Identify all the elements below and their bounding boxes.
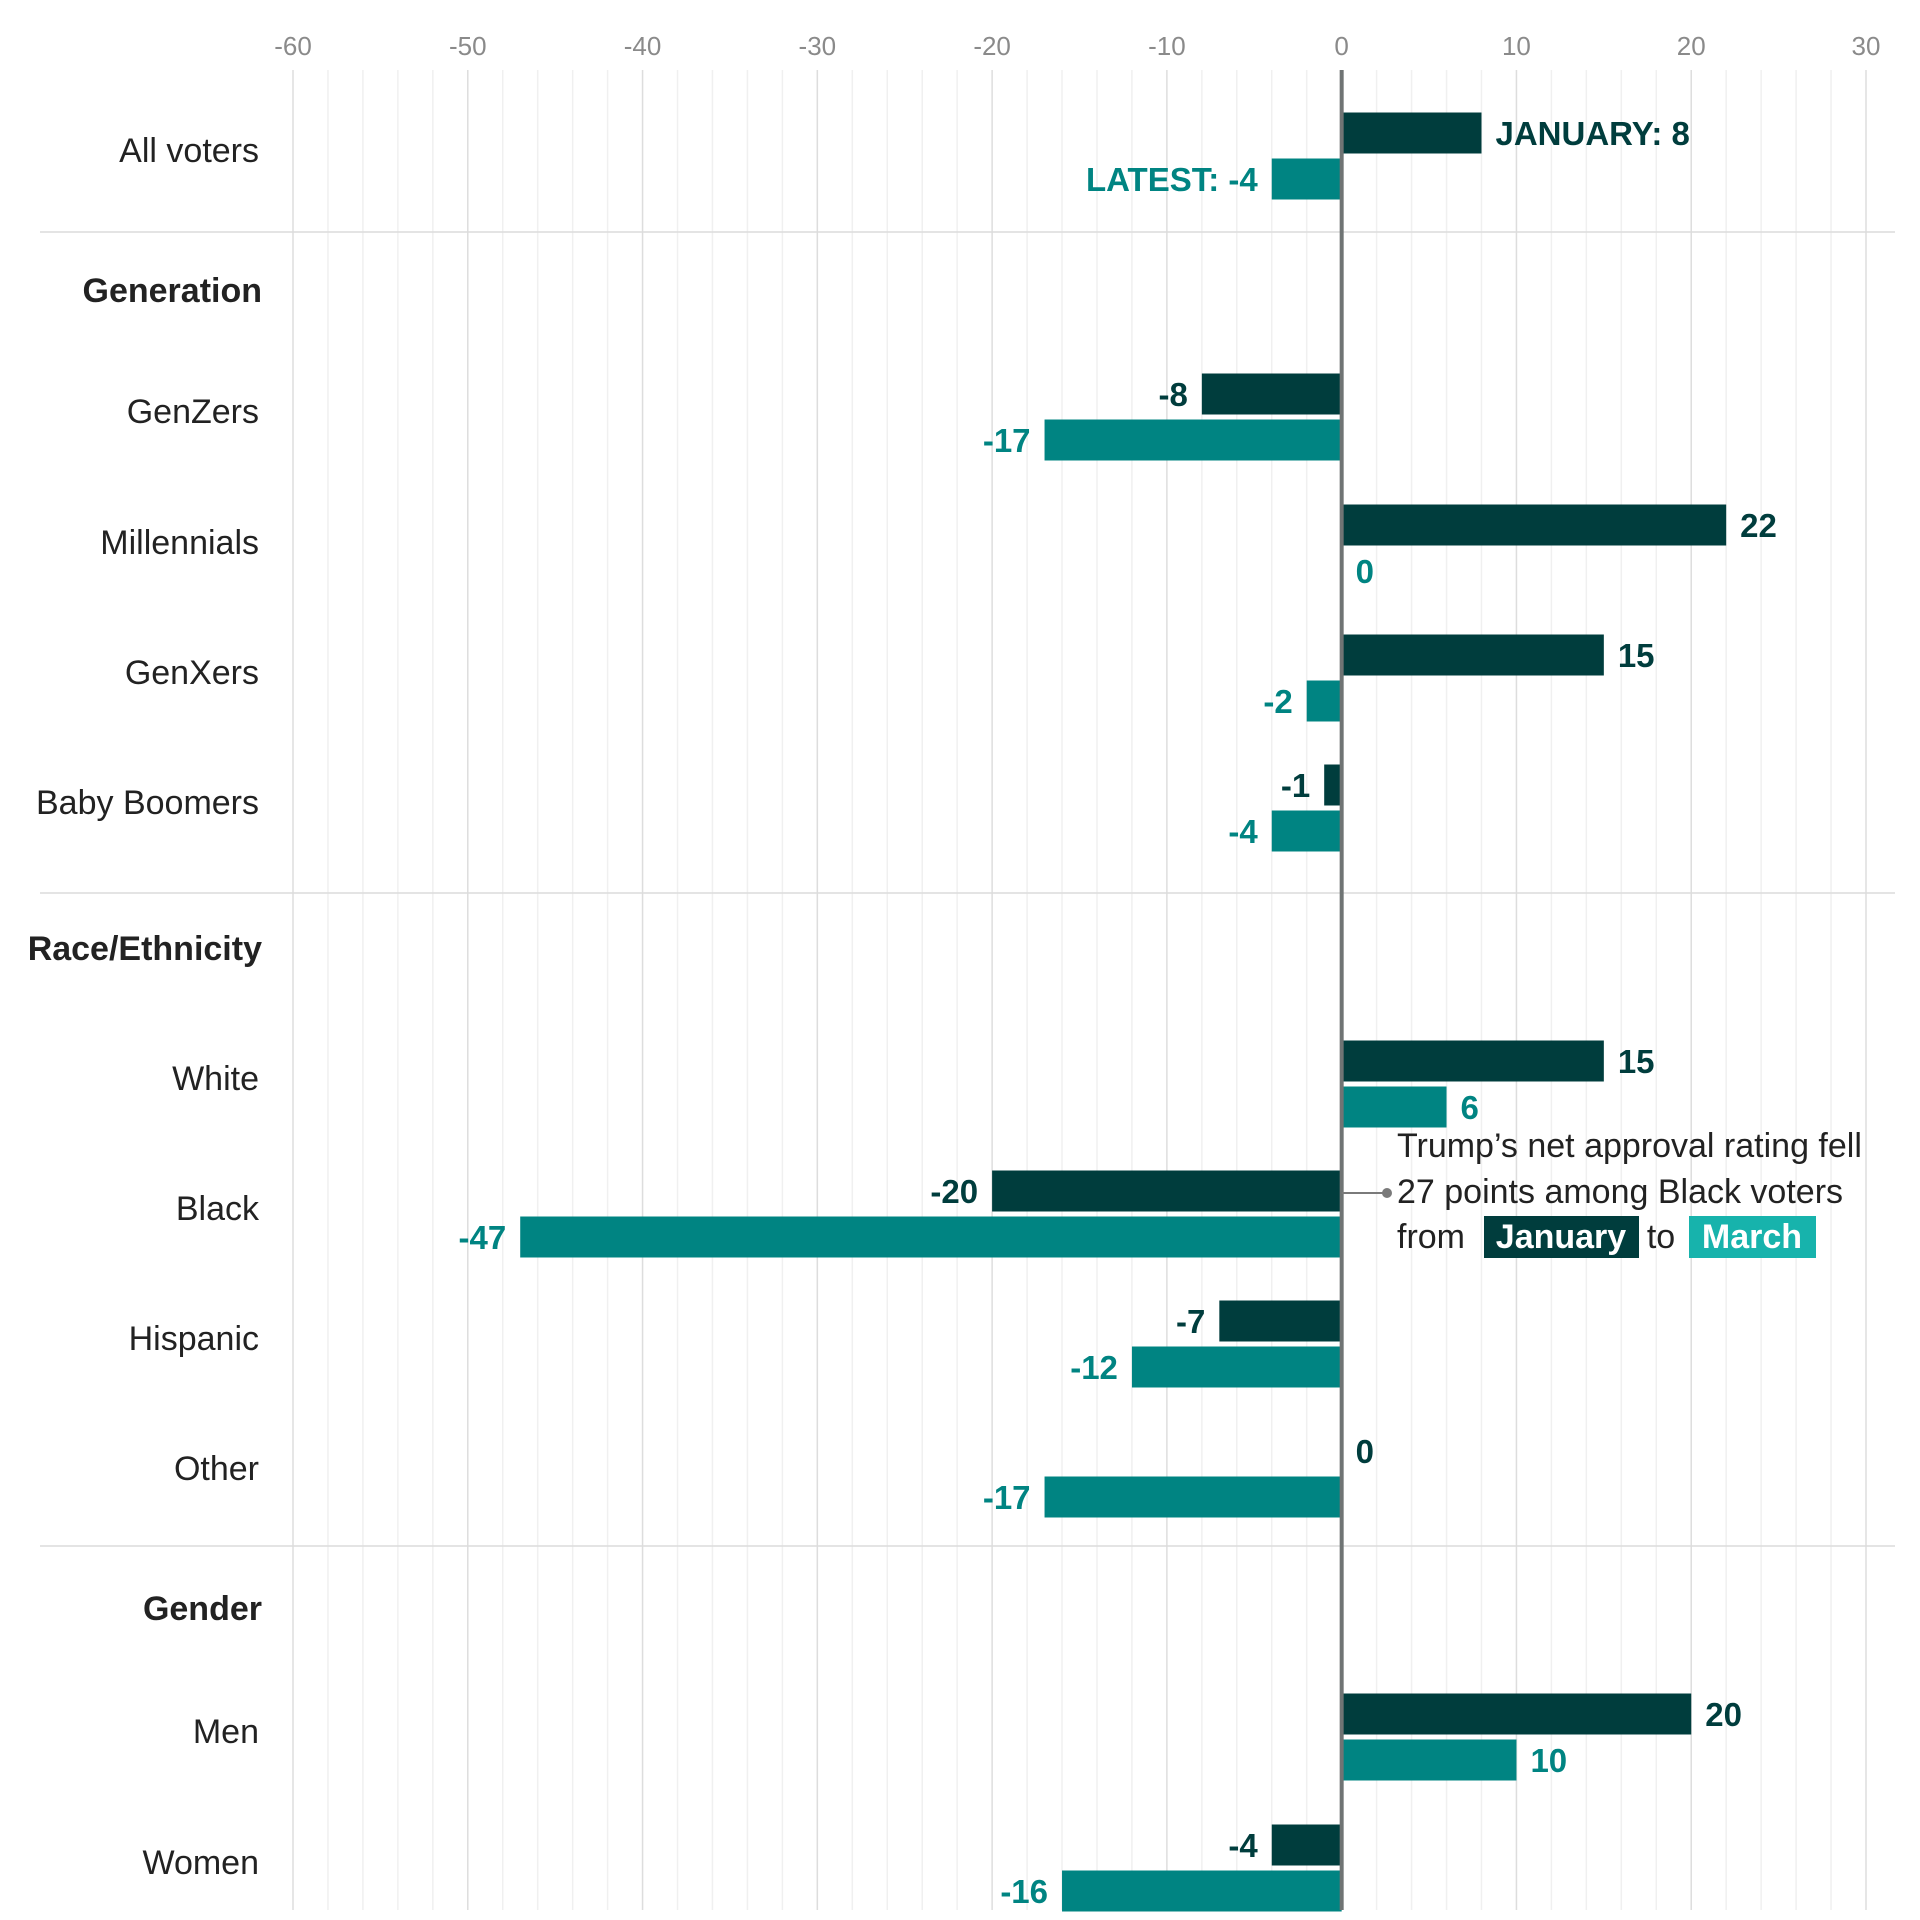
x-tick-label: -60 bbox=[274, 31, 312, 61]
january-bar bbox=[1341, 1693, 1692, 1735]
category-label: All voters bbox=[119, 132, 259, 170]
january-bar bbox=[1341, 634, 1604, 676]
january-highlight-text: January bbox=[1496, 1218, 1626, 1256]
x-tick-label: -50 bbox=[449, 31, 487, 61]
latest-value-label: 0 bbox=[1356, 553, 1374, 590]
x-tick-label: -40 bbox=[624, 31, 662, 61]
latest-value-label: -4 bbox=[1228, 813, 1258, 850]
annotation-prefix: from bbox=[1397, 1218, 1465, 1256]
january-bar bbox=[1201, 373, 1342, 415]
category-label: Millennials bbox=[100, 524, 259, 562]
annotation-dot bbox=[1382, 1188, 1392, 1198]
march-highlight-text: March bbox=[1702, 1218, 1802, 1256]
latest-bar bbox=[1271, 810, 1342, 852]
category-label: Men bbox=[193, 1713, 259, 1751]
latest-value-label: 10 bbox=[1530, 1742, 1567, 1779]
group-label: Race/Ethnicity bbox=[28, 930, 262, 968]
latest-bar bbox=[1341, 1086, 1447, 1128]
latest-bar bbox=[1341, 1739, 1517, 1781]
latest-value-label: 6 bbox=[1461, 1089, 1479, 1126]
bars bbox=[520, 112, 1727, 1912]
january-bar bbox=[1341, 504, 1727, 546]
category-label: White bbox=[172, 1060, 259, 1098]
category-label: GenXers bbox=[125, 654, 259, 692]
january-bar bbox=[1341, 1040, 1604, 1082]
january-value-label: 20 bbox=[1705, 1696, 1742, 1733]
group-separators bbox=[40, 231, 1895, 1547]
annotation-mid: to bbox=[1647, 1218, 1675, 1256]
latest-bar bbox=[1271, 158, 1342, 200]
category-label: Women bbox=[142, 1844, 259, 1882]
latest-value-label: -16 bbox=[1000, 1873, 1048, 1910]
latest-value-label: -47 bbox=[459, 1219, 507, 1256]
january-value-label: 15 bbox=[1618, 637, 1655, 674]
january-bar bbox=[992, 1170, 1342, 1212]
x-tick-label: 20 bbox=[1677, 31, 1706, 61]
x-tick-label: 30 bbox=[1852, 31, 1881, 61]
category-label: Hispanic bbox=[129, 1320, 259, 1358]
annotation-line-1: Trump’s net approval rating fell bbox=[1397, 1127, 1862, 1165]
major-gridlines bbox=[292, 70, 1867, 1910]
march-highlight-box bbox=[1689, 1216, 1816, 1258]
x-tick-label: -20 bbox=[973, 31, 1011, 61]
minor-gridlines bbox=[327, 70, 1832, 1910]
latest-bar bbox=[1044, 1476, 1342, 1518]
latest-value-label: -2 bbox=[1263, 683, 1292, 720]
january-bar bbox=[1324, 764, 1342, 806]
january-value-label: 22 bbox=[1740, 507, 1777, 544]
latest-value-label: -12 bbox=[1070, 1349, 1118, 1386]
january-value-label: 15 bbox=[1618, 1043, 1655, 1080]
january-value-label: -20 bbox=[930, 1173, 978, 1210]
january-value-label: 0 bbox=[1356, 1433, 1374, 1470]
january-value-label: -4 bbox=[1228, 1827, 1258, 1864]
group-label: Gender bbox=[143, 1590, 262, 1628]
january-bar bbox=[1341, 112, 1482, 154]
value-labels: JANUARY: 8 LATEST: -4 -8 -17 22 0 15 -2 -1 -4 15 6 -… bbox=[459, 115, 1777, 1910]
latest-value-label: LATEST: -4 bbox=[1086, 161, 1258, 198]
row-labels: All voters Generation GenZers Millennials Ge… bbox=[28, 132, 262, 1882]
x-axis-tick-labels: -60 -50 -40 -30 -20 -10 0 10 20 30 bbox=[274, 31, 1880, 61]
january-value-label: JANUARY: 8 bbox=[1495, 115, 1689, 152]
latest-bar bbox=[1044, 419, 1342, 461]
january-value-label: -1 bbox=[1281, 767, 1310, 804]
january-bar bbox=[1219, 1300, 1342, 1342]
x-tick-label: -30 bbox=[799, 31, 837, 61]
x-tick-label: 0 bbox=[1334, 31, 1348, 61]
category-label: Baby Boomers bbox=[36, 784, 259, 822]
latest-value-label: -17 bbox=[983, 1479, 1031, 1516]
latest-value-label: -17 bbox=[983, 422, 1031, 459]
january-value-label: -7 bbox=[1176, 1303, 1205, 1340]
january-highlight-box bbox=[1484, 1216, 1639, 1258]
latest-bar bbox=[520, 1216, 1342, 1258]
latest-bar bbox=[1306, 680, 1342, 722]
category-label: GenZers bbox=[127, 393, 259, 431]
black-voters-annotation: Trump’s net approval rating fell 27 point… bbox=[1341, 1127, 1862, 1258]
latest-bar bbox=[1062, 1870, 1342, 1912]
category-label: Black bbox=[176, 1190, 260, 1228]
latest-bar bbox=[1131, 1346, 1342, 1388]
category-label: Other bbox=[174, 1450, 259, 1488]
annotation-line-2: 27 points among Black voters bbox=[1397, 1173, 1843, 1211]
x-tick-label: 10 bbox=[1502, 31, 1531, 61]
x-tick-label: -10 bbox=[1148, 31, 1186, 61]
january-value-label: -8 bbox=[1159, 376, 1188, 413]
group-label: Generation bbox=[83, 272, 262, 310]
january-bar bbox=[1271, 1824, 1342, 1866]
